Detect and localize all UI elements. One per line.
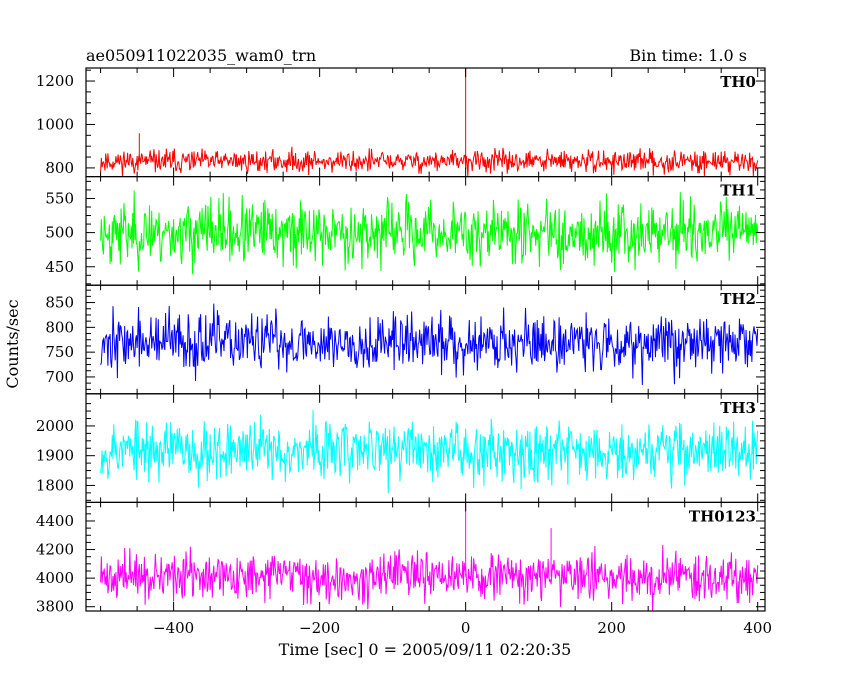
- y-tick-label: 4400: [36, 512, 74, 530]
- y-tick-label: 700: [45, 368, 74, 386]
- panel-name-label: TH2: [720, 290, 756, 308]
- panel-th3: 1800 1900 2000 TH3: [36, 393, 766, 503]
- series-line-th0123: [100, 502, 759, 612]
- y-tick-label: 4200: [36, 541, 74, 559]
- y-tick-label: 800: [45, 159, 74, 177]
- y-tick-label: 2000: [36, 417, 74, 435]
- series-line-th0: [100, 68, 759, 177]
- y-tick-label: 750: [45, 343, 74, 361]
- y-tick-label: 1900: [36, 447, 74, 465]
- panel-name-label: TH1: [720, 182, 756, 200]
- x-tick-label: 0: [461, 619, 471, 637]
- y-tick-label: 1000: [36, 115, 74, 133]
- observation-id-title: ae050911022035_wam0_trn: [86, 46, 316, 65]
- series-line-th3: [100, 409, 759, 494]
- x-axis-title: Time [sec] 0 = 2005/09/11 02:20:35: [279, 640, 572, 659]
- y-tick-label: 500: [45, 224, 74, 242]
- series-line-th2: [100, 303, 759, 385]
- bin-time-label: Bin time: 1.0 s: [629, 46, 747, 65]
- y-tick-label: 850: [45, 294, 74, 312]
- y-tick-label: 1800: [36, 476, 74, 494]
- series-line-th1: [100, 190, 759, 275]
- panel-th1: 450 500 550 TH1: [45, 176, 766, 286]
- x-tick-label: 200: [597, 619, 626, 637]
- panel-name-label: TH0: [720, 73, 756, 91]
- x-tick-label: −200: [299, 619, 340, 637]
- y-axis-title: Counts/sec: [3, 299, 22, 388]
- x-tick-label: −400: [153, 619, 194, 637]
- panel-th2: 700 750 800 850 TH2: [45, 284, 766, 395]
- panel-name-label: TH3: [720, 399, 756, 417]
- x-axis-labels: −400 −200 0 200 400: [153, 619, 772, 637]
- x-tick-label: 400: [743, 619, 772, 637]
- panel-name-label: TH0123: [689, 507, 756, 525]
- panels-group: 800 1000 1200 TH0 450 500 550 TH1 700 750 800 850 TH…: [36, 67, 766, 616]
- y-tick-label: 550: [45, 189, 74, 207]
- y-tick-label: 800: [45, 318, 74, 336]
- panel-frame: [85, 67, 766, 178]
- y-tick-label: 1200: [36, 72, 74, 90]
- panel-th0123: 3800 4000 4200 4400 TH0123: [36, 501, 766, 616]
- y-tick-label: 3800: [36, 598, 74, 616]
- y-tick-label: 4000: [36, 569, 74, 587]
- panel-th0: 800 1000 1200 TH0: [36, 67, 766, 178]
- y-tick-label: 450: [45, 258, 74, 276]
